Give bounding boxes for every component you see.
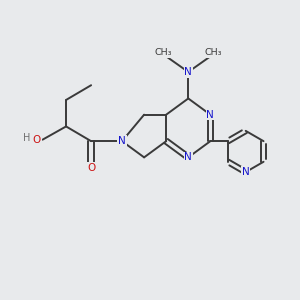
Text: O: O — [87, 163, 95, 173]
Text: N: N — [184, 67, 192, 77]
Text: N: N — [242, 167, 250, 177]
Text: CH₃: CH₃ — [154, 48, 172, 57]
Text: CH₃: CH₃ — [205, 48, 222, 57]
Text: N: N — [206, 110, 214, 120]
Text: N: N — [118, 136, 126, 146]
Text: N: N — [184, 152, 192, 162]
Text: O: O — [33, 135, 41, 145]
Text: H: H — [22, 133, 30, 143]
